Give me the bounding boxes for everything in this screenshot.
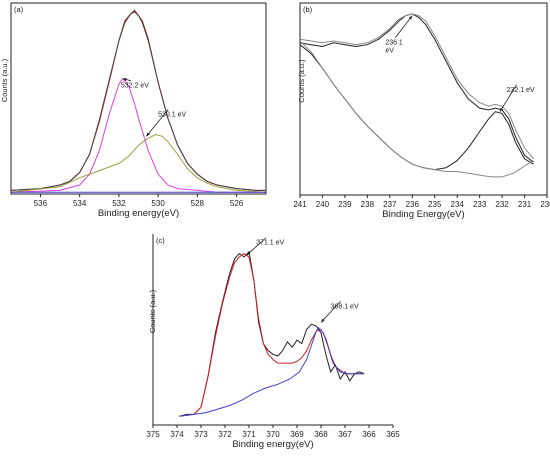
- chart-c-xtick-label: 366: [362, 430, 376, 439]
- chart-a-xtick-label: 528: [191, 199, 205, 208]
- chart-a-annotation-1-arrowhead: [122, 78, 127, 82]
- chart-b-xtick-label: 241: [293, 200, 307, 209]
- chart-c-xtick-label: 369: [290, 430, 304, 439]
- chart-a-annotation-2-arrowhead: [146, 132, 150, 137]
- chart-a-svg: 536 534 532 530 528 526 Binding energy(eV) Coun…: [0, 2, 267, 219]
- chart-c-xlabel: Binding energy(eV): [232, 439, 313, 450]
- chart-a-annotation-2-arrow: [146, 109, 169, 137]
- chart-b-annotation-2-arrow: [499, 84, 517, 112]
- chart-c-ylabel: Counts (a.u.): [148, 289, 157, 333]
- chart-b-series-2-line: [299, 13, 534, 160]
- chart-c-xtick-label: 368: [314, 430, 328, 439]
- chart-a-series-3-line: [10, 77, 266, 193]
- chart-b-xtick-label: 236: [406, 200, 420, 209]
- chart-c-annotation-1-arrow: [246, 237, 267, 256]
- chart-b-annotation-1-arrowhead: [408, 15, 413, 20]
- chart-a-panel-label: (a): [14, 5, 24, 14]
- chart-a-annotation-2: 530.1 eV: [158, 112, 186, 119]
- chart-b-xtick-label: 231: [518, 200, 532, 209]
- chart-c-xtick-label: 375: [146, 430, 160, 439]
- chart-a-annotation-1: 532.2 eV: [121, 83, 149, 90]
- chart-b-panel-label: (b): [303, 5, 313, 14]
- chart-c-xtick-label: 370: [266, 430, 280, 439]
- chart-b-annotation-1-line2: eV: [385, 48, 394, 55]
- chart-c-annotation-1: 371.1 eV: [256, 240, 284, 247]
- chart-c-xtick-label: 374: [170, 430, 184, 439]
- chart-a-xtick-label: 532: [112, 199, 126, 208]
- chart-b-annotation-1-arrow: [395, 15, 413, 38]
- chart-b-series-3-line: [299, 44, 534, 171]
- chart-c-xtick-label: 371: [242, 430, 256, 439]
- chart-c-series-3-line: [179, 326, 365, 417]
- chart-c-axes: [152, 234, 393, 426]
- chart-a-frame: [10, 2, 267, 195]
- chart-b-xtick-label: 237: [383, 200, 397, 209]
- xps-panel-b: 241 240 239 238 237 236 235 234 233 232 231 230 Bind…: [277, 0, 550, 222]
- chart-b-annotation-1: 236.1: [385, 40, 403, 47]
- chart-b-annotation-2: 232.1 eV: [507, 87, 535, 94]
- chart-b-xtick-label: 234: [451, 200, 465, 209]
- chart-c-annotation-2-arrowhead: [321, 318, 325, 323]
- chart-a-ylabel: Counts (a.u.): [0, 58, 9, 102]
- chart-b-series-4-line: [299, 40, 534, 178]
- chart-c-xtick-label: 367: [338, 430, 352, 439]
- chart-c-panel-label: (c): [156, 236, 165, 245]
- chart-c-svg: 375 374 373 372 371 370 369 368 367 366 365 Binding…: [146, 234, 400, 450]
- chart-a-series-2-line: [10, 9, 266, 191]
- chart-c-series-1-line: [179, 250, 365, 417]
- chart-b-ylabel: Counts (a.u.): [297, 59, 306, 103]
- chart-b-xtick-label: 232: [495, 200, 509, 209]
- xps-panel-c: 375 374 373 372 371 370 369 368 367 366 365 Binding…: [135, 229, 400, 459]
- chart-a-xtick-label: 536: [34, 199, 48, 208]
- chart-c-annotation-1-arrowhead: [246, 251, 251, 256]
- chart-c-xtick-label: 365: [386, 430, 400, 439]
- chart-a-xtick-label: 534: [73, 199, 87, 208]
- chart-b-xlabel: Binding Energy(eV): [382, 209, 464, 220]
- chart-b-xtick-label: 239: [338, 200, 352, 209]
- chart-b-frame: [299, 2, 548, 196]
- chart-a-series-4-line: [10, 133, 267, 193]
- chart-b-xtick-label: 233: [473, 200, 487, 209]
- chart-b-xtick-label: 238: [361, 200, 375, 209]
- chart-a-xlabel: Binding energy(eV): [98, 208, 179, 219]
- chart-a-xtick-label: 530: [151, 199, 165, 208]
- chart-b-xtick-label: 240: [316, 200, 330, 209]
- chart-b-annotation-2-arrowhead: [499, 107, 504, 112]
- chart-c-series-2-line: [179, 252, 365, 417]
- chart-b-series-1-line: [299, 13, 534, 163]
- chart-a-xtick-label: 526: [230, 199, 244, 208]
- chart-b-svg: 241 240 239 238 237 236 235 234 233 232 231 230 Bind…: [293, 2, 550, 220]
- chart-c-annotation-2: 368.1 eV: [331, 303, 359, 310]
- chart-b-xtick-label: 235: [428, 200, 442, 209]
- chart-c-xtick-label: 372: [218, 430, 232, 439]
- chart-c-xtick-label: 373: [194, 430, 208, 439]
- xps-panel-a: 536 534 532 530 528 526 Binding energy(eV) Coun…: [0, 0, 270, 222]
- chart-a-series-1-line: [10, 11, 266, 191]
- chart-c-annotation-2-arrow: [320, 301, 341, 323]
- chart-b-xtick-label: 230: [540, 200, 550, 209]
